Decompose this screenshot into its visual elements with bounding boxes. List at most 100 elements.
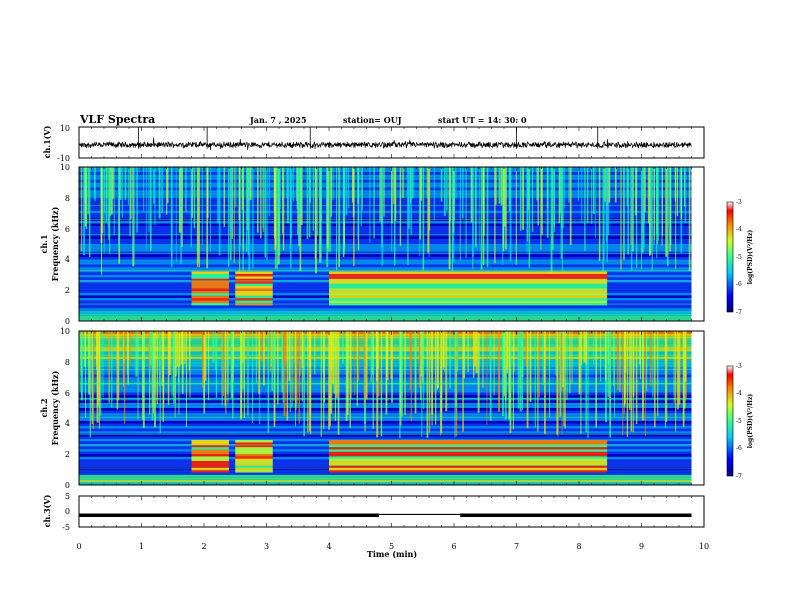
spectrogram-streak <box>515 167 517 265</box>
spectrogram-streak <box>562 331 564 388</box>
ch3-ytick-mid: 0 <box>65 507 70 516</box>
spectrogram-streak <box>571 331 573 384</box>
spectrogram-streak <box>553 167 555 233</box>
spectrogram-row <box>79 348 692 352</box>
spectrogram-streak <box>519 167 522 231</box>
spectrogram-streak <box>675 167 677 269</box>
spectrogram-streak <box>127 167 129 206</box>
spectrogram-streak <box>142 331 144 420</box>
spectrogram-streak <box>477 331 480 413</box>
spectrogram-streak <box>486 167 489 267</box>
spectrogram-streak <box>215 331 218 398</box>
spectrogram-streak <box>504 331 507 420</box>
spectrogram-row <box>79 384 692 388</box>
spectrogram-streak <box>498 167 501 204</box>
spectrogram-streak <box>258 331 260 394</box>
spectrogram-streak <box>512 331 514 430</box>
spectrogram-streak <box>569 331 571 394</box>
spectrogram-streak <box>682 331 685 427</box>
spectrogram-streak <box>641 167 643 270</box>
spectrogram-streak <box>87 167 90 215</box>
spectrogram-band <box>329 273 608 277</box>
spectrogram-streak <box>544 331 546 434</box>
spectrogram-streak <box>301 331 303 402</box>
ch3-ytick-top: 5 <box>65 492 70 501</box>
spectrogram-streak <box>276 167 278 269</box>
spectrogram-streak <box>431 331 433 426</box>
spectrogram-streak <box>100 167 102 198</box>
spectrogram-row <box>79 192 692 196</box>
spectrogram-streak <box>349 331 351 429</box>
spectrogram-streak <box>335 331 338 398</box>
spectrogram-row <box>79 241 692 244</box>
spectrogram-streak <box>409 167 411 204</box>
spectrogram-no-data <box>691 331 704 485</box>
spectrogram-streak <box>562 167 564 229</box>
spectrogram-streak <box>111 167 114 199</box>
cb2-tick-m6: -6 <box>736 445 742 452</box>
s1-ylabel-channel: ch.1 <box>39 234 49 253</box>
cb2-tick-m5: -5 <box>736 418 742 425</box>
spectrogram-band <box>235 463 273 466</box>
spectrogram-band <box>329 293 608 296</box>
spectrogram-streak <box>100 331 102 416</box>
spectrogram-streak <box>230 331 233 398</box>
spectrogram-streak <box>357 167 360 204</box>
spectrogram-row <box>79 338 692 342</box>
spectrogram-row <box>79 379 692 383</box>
s2-ytick-6: 6 <box>65 389 70 398</box>
spectrogram-row <box>79 387 692 391</box>
spectrogram-streak <box>427 167 430 253</box>
spectrogram-streak <box>142 331 145 429</box>
spectrogram-streak <box>161 167 164 213</box>
spectrogram-streak <box>286 167 289 199</box>
spectrogram-streak <box>342 331 344 364</box>
spectrogram-row <box>79 264 692 268</box>
spectrogram-streak <box>412 167 415 198</box>
spectrogram-streak <box>117 167 120 248</box>
spectrogram-streak <box>289 167 292 239</box>
spectrogram-streak <box>81 331 83 401</box>
spectrogram-band <box>235 446 273 450</box>
spectrogram-band <box>235 283 273 287</box>
spectrogram-streak <box>566 331 568 400</box>
spectrogram-streak <box>377 331 379 369</box>
ch1-spectrogram-image <box>79 167 704 321</box>
spectrogram-streak <box>132 167 135 267</box>
spectrogram-streak <box>423 331 425 410</box>
spectrogram-streak <box>208 331 210 401</box>
spectrogram-streak <box>238 167 241 220</box>
spectrogram-streak <box>130 167 132 220</box>
spectrogram-streak <box>149 331 151 415</box>
spectrogram-streak <box>519 331 522 412</box>
spectrogram-row <box>79 428 692 432</box>
cb2-label: log(PSD)(V²/Hz) <box>747 394 754 449</box>
spectrogram-row <box>79 408 692 411</box>
spectrogram-streak <box>650 167 652 249</box>
xtick-3: 3 <box>264 542 269 551</box>
spectrogram-streak <box>449 331 451 389</box>
spectrogram-streak <box>119 167 122 200</box>
spectrogram-row <box>79 238 692 242</box>
spectrogram-streak <box>369 167 371 243</box>
spectrogram-streak <box>503 167 505 251</box>
spectrogram-streak <box>455 331 457 407</box>
spectrogram-streak <box>154 167 156 225</box>
spectrogram-streak <box>161 331 163 386</box>
spectrogram-streak <box>457 331 459 372</box>
spectrogram-streak <box>647 167 649 224</box>
spectrogram-streak <box>252 331 254 424</box>
spectrogram-streak <box>502 331 504 417</box>
spectrogram-streak <box>666 167 669 267</box>
spectrogram-streak <box>109 167 111 254</box>
spectrogram-streak <box>261 331 263 362</box>
spectrogram-streak <box>643 167 646 213</box>
spectrogram-streak <box>330 167 332 217</box>
spectrogram-streak <box>327 167 330 252</box>
spectrogram-streak <box>281 331 284 393</box>
spectrogram-streak <box>89 331 92 438</box>
spectrogram-band <box>191 456 229 459</box>
spectrogram-streak <box>498 331 501 412</box>
spectrogram-streak <box>337 331 340 435</box>
spectrogram-streak <box>291 331 293 407</box>
